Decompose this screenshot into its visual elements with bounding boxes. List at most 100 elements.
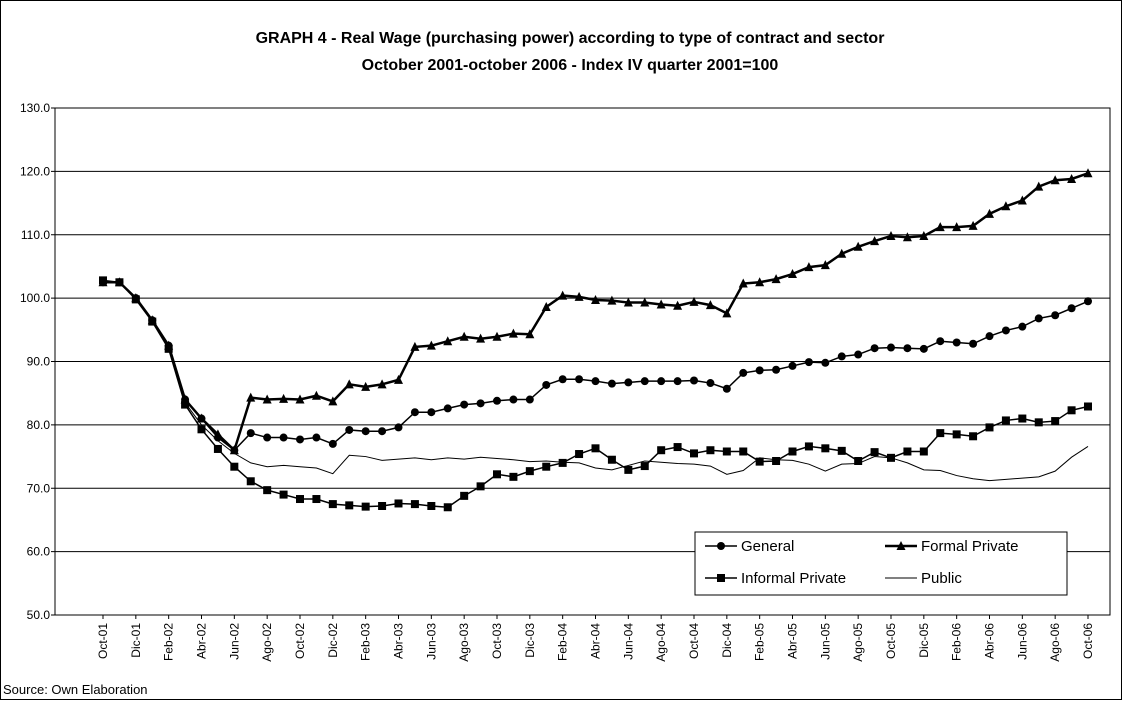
point [821, 358, 830, 367]
x-tick-label: Oct-05 [884, 623, 898, 659]
x-tick-label: Abr-04 [589, 623, 603, 659]
point [394, 499, 403, 508]
point [739, 368, 748, 377]
point [788, 447, 797, 456]
point [476, 482, 485, 491]
point [525, 329, 535, 339]
point [952, 338, 961, 347]
point [690, 376, 698, 385]
x-tick-label: Ago-04 [654, 623, 668, 662]
point [493, 396, 501, 405]
point [870, 236, 880, 246]
point [755, 457, 764, 466]
y-tick-label: 70.0 [27, 481, 51, 495]
point [99, 276, 107, 285]
point [311, 390, 321, 400]
point [558, 458, 567, 467]
point [1067, 173, 1077, 183]
point [788, 361, 797, 370]
point [1001, 201, 1011, 211]
point [870, 448, 879, 457]
point [525, 395, 534, 404]
point [443, 404, 452, 413]
point [279, 490, 288, 499]
point [1067, 304, 1076, 313]
point [985, 332, 994, 341]
point [328, 500, 337, 509]
x-tick-label: Feb-06 [950, 623, 964, 661]
source-note: Source: Own Elaboration [3, 682, 148, 697]
legend-item: Informal Private [705, 570, 846, 587]
point [246, 477, 255, 486]
point [837, 352, 846, 361]
point [640, 297, 650, 307]
point [1067, 406, 1076, 415]
point [427, 408, 436, 417]
x-tick-label: Jun-05 [818, 623, 832, 660]
point [673, 300, 683, 310]
point [919, 344, 928, 353]
point [1034, 418, 1043, 427]
point [1017, 195, 1027, 205]
x-tick-label: Jun-04 [621, 623, 635, 660]
point [936, 429, 945, 438]
x-tick-label: Ago-06 [1048, 623, 1062, 662]
point [607, 379, 616, 388]
y-tick-label: 100.0 [20, 291, 50, 305]
point [919, 447, 928, 456]
point [772, 456, 781, 465]
point [460, 491, 469, 500]
x-tick-label: Abr-06 [983, 623, 997, 659]
point [689, 296, 699, 306]
point [985, 208, 994, 218]
x-tick-label: Abr-05 [786, 623, 800, 659]
point [820, 260, 830, 270]
point [295, 394, 305, 404]
x-tick-label: Oct-06 [1081, 623, 1095, 659]
point [640, 377, 649, 386]
point [936, 337, 945, 346]
point [262, 394, 272, 404]
series-0 [99, 278, 1092, 455]
point [717, 574, 725, 582]
point [591, 444, 600, 453]
point [771, 274, 781, 284]
point [509, 395, 518, 404]
x-tick-label: Oct-02 [293, 623, 307, 659]
point [952, 430, 961, 439]
x-tick-label: Oct-01 [96, 623, 110, 659]
point [969, 339, 978, 348]
y-tick-label: 60.0 [27, 545, 51, 559]
point [952, 222, 962, 232]
point [296, 435, 304, 444]
x-tick-label: Dic-04 [720, 623, 734, 658]
point [542, 380, 551, 389]
point [968, 220, 978, 230]
point [1084, 402, 1092, 411]
point [246, 429, 255, 438]
point [312, 433, 321, 442]
point [197, 425, 206, 434]
legend-label: Public [921, 570, 962, 587]
point [181, 400, 190, 409]
point [378, 427, 387, 436]
y-tick-label: 120.0 [20, 164, 50, 178]
x-tick-label: Oct-03 [490, 623, 504, 659]
point [345, 501, 354, 510]
point [969, 432, 978, 441]
x-tick-label: Feb-05 [753, 623, 767, 661]
point [903, 344, 912, 353]
point [443, 336, 453, 346]
point [623, 297, 633, 307]
point [459, 331, 469, 341]
point [460, 400, 469, 409]
x-tick-label: Jun-02 [227, 623, 241, 660]
point [1083, 168, 1093, 178]
point [213, 429, 223, 439]
legend-box [694, 531, 1068, 596]
point [328, 439, 337, 448]
point [410, 408, 419, 417]
point [985, 423, 994, 432]
point [378, 501, 387, 510]
